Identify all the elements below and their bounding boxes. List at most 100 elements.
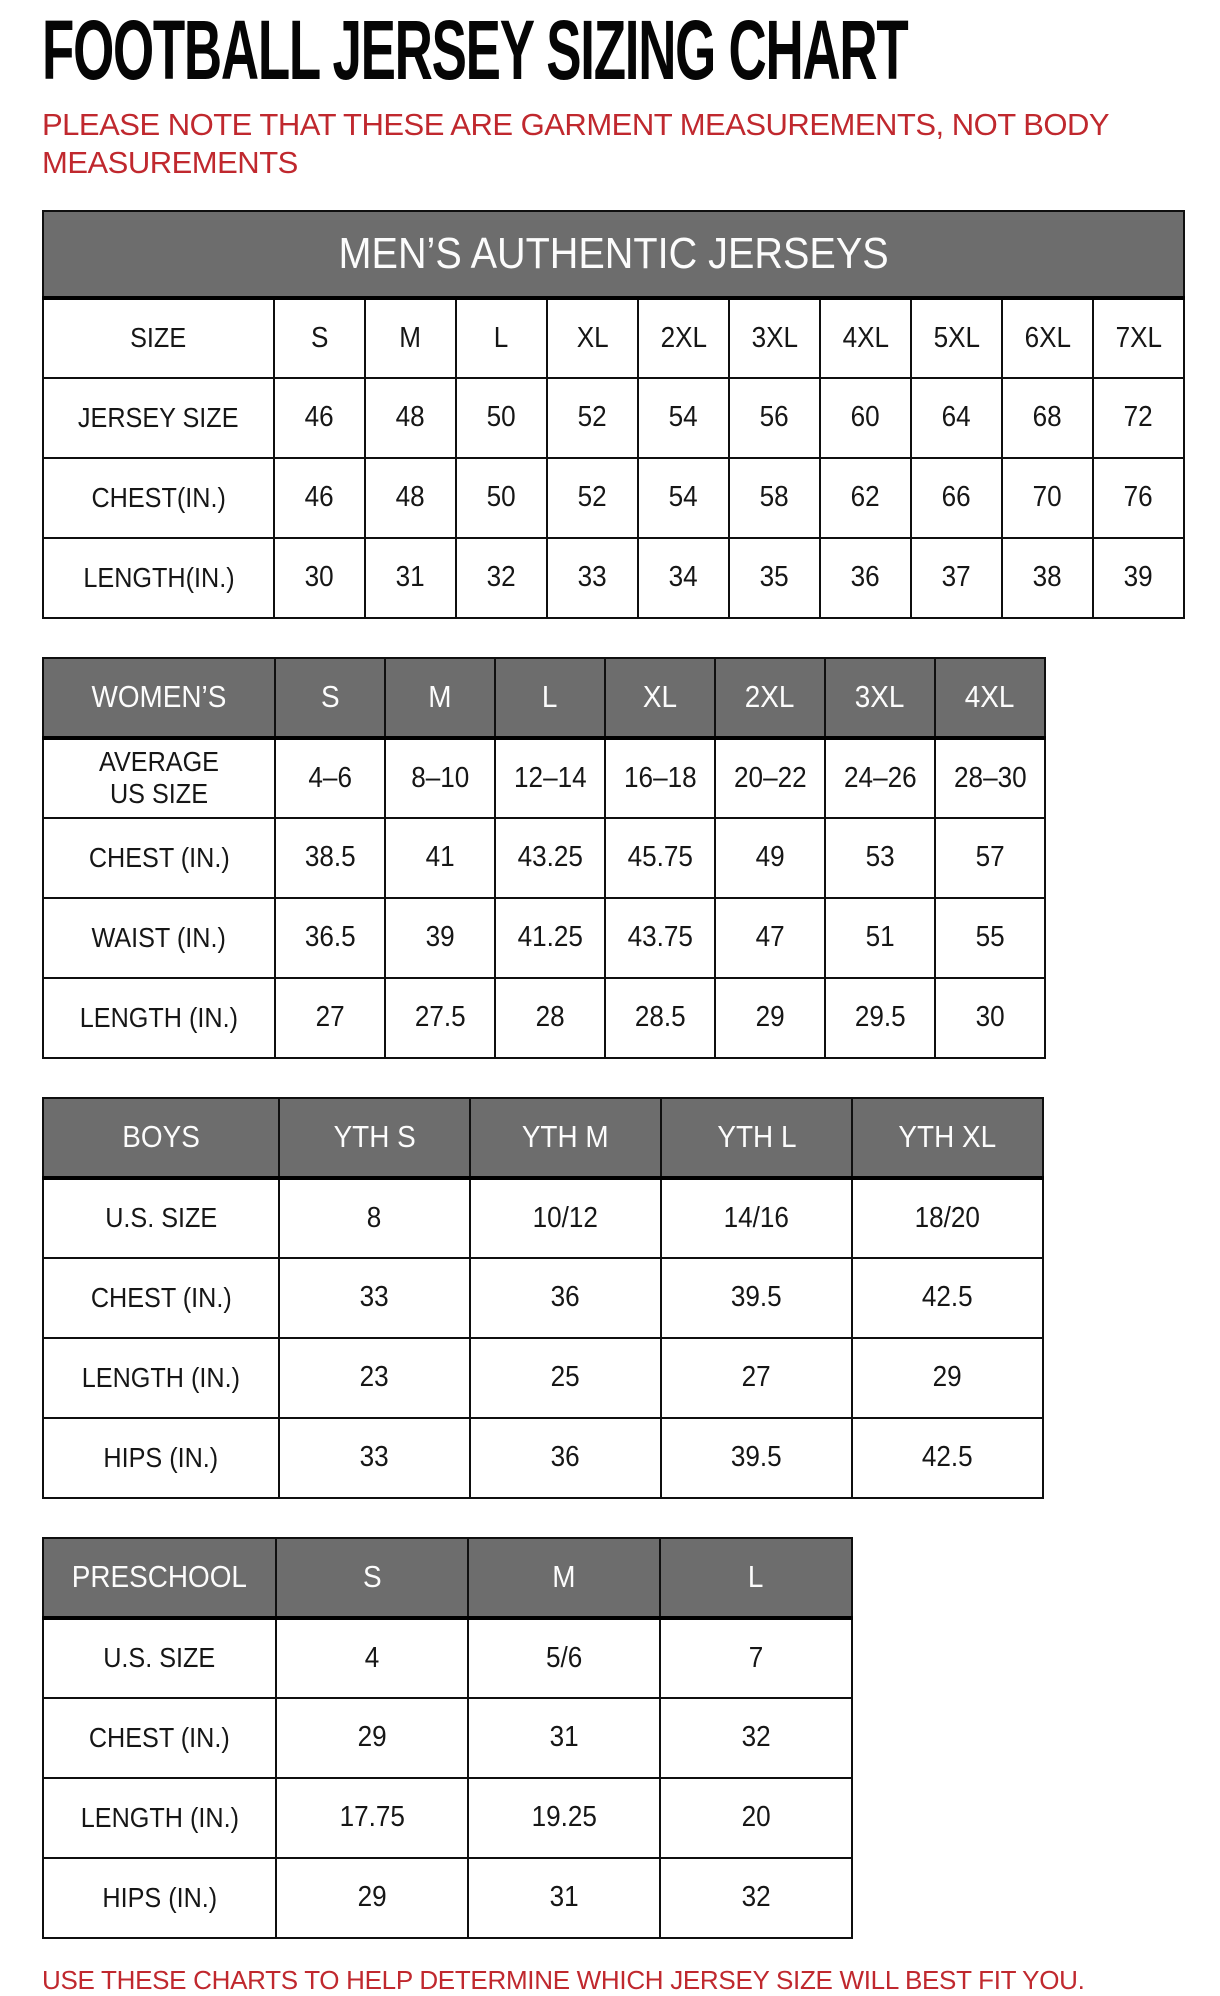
boys-cell: 27 [660,1336,853,1419]
womens-cell-text: 38.5 [304,841,356,874]
mens-cell-text: 46 [304,401,335,434]
boys-cell: 36 [469,1256,662,1339]
womens-jerseys-table: WOMEN’S S M L XL 2XL 3XL 4XL AVERAGE US SIZE 4–6 8… [42,656,1046,1059]
womens-cell-text: 28 [535,1001,565,1034]
womens-cell: 43.25 [494,816,606,899]
mens-cell: 36 [819,536,912,619]
mens-row: CHEST(IN.) 46 48 50 52 54 58 62 66 70 76 [42,456,1185,539]
womens-cell: 43.75 [604,896,716,979]
boys-cell-text: 8 [367,1201,382,1234]
preschool-cell-text: 31 [549,1881,579,1914]
mens-cell: 72 [1092,376,1185,459]
preschool-cell: 31 [467,1696,661,1779]
womens-header-label-text: WOMEN’S [91,679,227,715]
mens-cell-text: 58 [759,481,790,514]
mens-cell: XL [546,296,639,379]
mens-cell-text: 48 [395,481,426,514]
preschool-cell: 5/6 [467,1616,661,1699]
womens-cell: 4–6 [274,736,386,819]
womens-cell-text: 4–6 [308,761,352,794]
womens-cell: 29.5 [824,976,936,1059]
womens-cell-text: 36.5 [304,921,356,954]
mens-cell: 58 [728,456,821,539]
womens-header-label: WOMEN’S [42,656,276,740]
boys-header-col: YTH XL [851,1096,1044,1180]
womens-header-col: S [274,656,386,740]
boys-row-label: CHEST (IN.) [42,1256,280,1339]
mens-cell: S [273,296,366,379]
mens-cell: 46 [273,376,366,459]
womens-cell: 27 [274,976,386,1059]
preschool-row-label: HIPS (IN.) [42,1856,277,1939]
mens-cell: 34 [637,536,730,619]
mens-row: JERSEY SIZE 46 48 50 52 54 56 60 64 68 72 [42,376,1185,459]
preschool-row: CHEST (IN.) 29 31 32 [42,1696,853,1779]
womens-cell-text: 47 [755,921,785,954]
boys-cell-text: 14/16 [723,1201,790,1234]
mens-cell: 30 [273,536,366,619]
mens-cell: 37 [910,536,1003,619]
mens-authentic-jerseys-table: MEN’S AUTHENTIC JERSEYS SIZE S M L XL 2XL 3XL 4X… [42,209,1185,619]
womens-header-col-text: M [428,679,452,715]
mens-cell: 52 [546,376,639,459]
boys-cell-text: 39.5 [731,1281,782,1314]
garment-measurements-note: PLEASE NOTE THAT THESE ARE GARMENT MEASU… [42,107,1109,180]
boys-cell: 10/12 [469,1176,662,1259]
womens-header-col-text: 4XL [965,679,1015,715]
mens-cell: 39 [1092,536,1185,619]
footer-note: USE THESE CHARTS TO HELP DETERMINE WHICH… [42,1964,1085,1995]
mens-cell: 66 [910,456,1003,539]
womens-cell-text: 16–18 [623,761,697,794]
preschool-row: U.S. SIZE 4 5/6 7 [42,1616,853,1699]
mens-cell: 76 [1092,456,1185,539]
preschool-cell-text: 7 [748,1641,764,1674]
mens-cell-text: 72 [1123,401,1154,434]
mens-row-label-text: JERSEY SIZE [78,401,239,433]
womens-header-col: 3XL [824,656,936,740]
preschool-cell-text: 5/6 [545,1641,583,1674]
preschool-row-label: LENGTH (IN.) [42,1776,277,1859]
mens-cell: L [455,296,548,379]
womens-cell-text: 51 [865,921,895,954]
womens-cell: 41 [384,816,496,899]
womens-cell: 28–30 [934,736,1046,819]
preschool-header-label-text: PRESCHOOL [71,1559,248,1595]
mens-cell-text: 7XL [1115,321,1162,354]
boys-row: CHEST (IN.) 33 36 39.5 42.5 [42,1256,1044,1339]
mens-cell: 60 [819,376,912,459]
mens-cell: 54 [637,376,730,459]
mens-cell-text: 52 [577,481,608,514]
preschool-cell-text: 19.25 [531,1801,597,1834]
womens-cell-text: 41.25 [517,921,583,954]
mens-row-label-text: CHEST(IN.) [91,481,226,513]
preschool-header-col: L [659,1536,853,1620]
preschool-header-col-text: M [552,1559,576,1595]
preschool-header-col: M [467,1536,661,1620]
mens-cell: 50 [455,456,548,539]
womens-cell: 24–26 [824,736,936,819]
womens-row-label-text: WAIST (IN.) [91,921,227,953]
mens-cell-text: 64 [941,401,972,434]
boys-cell: 8 [278,1176,471,1259]
mens-cell-text: 48 [395,401,426,434]
womens-cell: 41.25 [494,896,606,979]
mens-cell: 38 [1001,536,1094,619]
boys-header-col-text: YTH XL [898,1119,997,1155]
boys-header-col-text: YTH L [716,1119,797,1155]
boys-cell: 42.5 [851,1416,1044,1499]
preschool-cell-text: 29 [357,1881,387,1914]
boys-cell: 42.5 [851,1256,1044,1339]
womens-header-col-text: XL [642,679,678,715]
mens-cell: 31 [364,536,457,619]
boys-cell: 14/16 [660,1176,853,1259]
mens-cell-text: 39 [1123,561,1154,594]
preschool-cell: 7 [659,1616,853,1699]
boys-row: LENGTH (IN.) 23 25 27 29 [42,1336,1044,1419]
womens-cell-text: 39 [425,921,455,954]
womens-cell: 57 [934,816,1046,899]
mens-cell-text: 38 [1032,561,1063,594]
womens-row-label-text: CHEST (IN.) [88,841,230,873]
preschool-cell-text: 32 [741,1721,771,1754]
boys-row-label: HIPS (IN.) [42,1416,280,1499]
womens-cell-text: 43.75 [627,921,693,954]
